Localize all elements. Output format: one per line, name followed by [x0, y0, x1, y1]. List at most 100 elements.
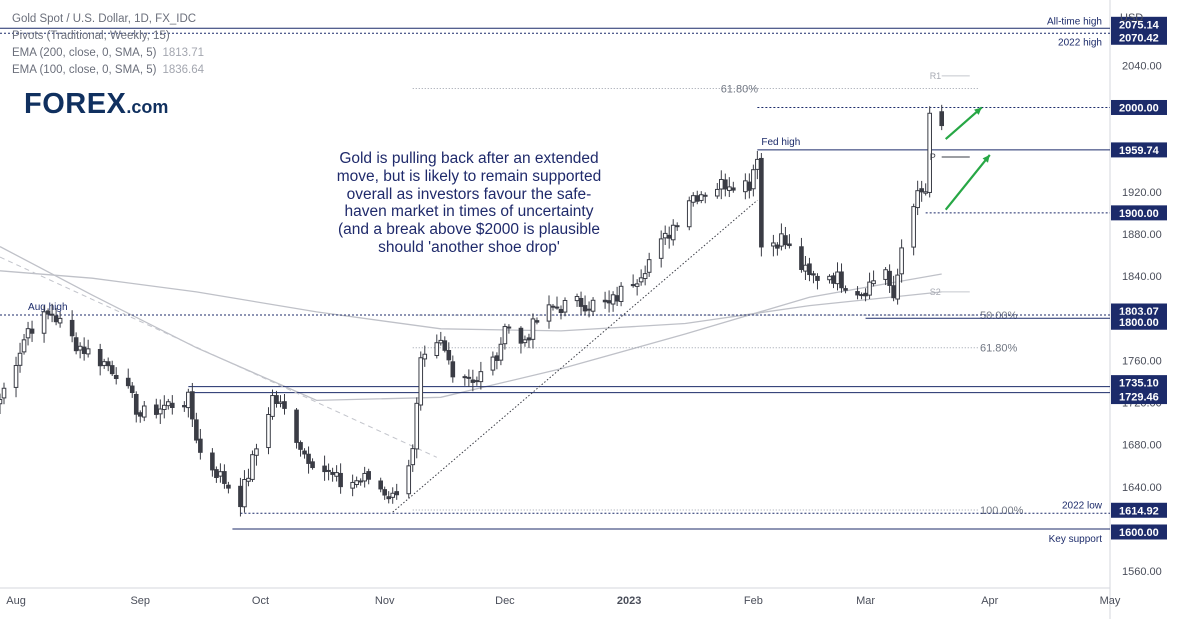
candle-body — [141, 405, 147, 418]
logo-suffix: .com — [126, 97, 169, 117]
candle-body — [0, 399, 3, 405]
candle-body — [242, 479, 247, 508]
price-tags: 2075.142070.422000.001959.741900.001803.… — [1111, 16, 1167, 540]
candle-body — [602, 299, 608, 303]
candle-body — [350, 481, 355, 489]
candle-body — [490, 356, 496, 371]
candle-body — [438, 339, 444, 344]
price-tag-box — [1111, 389, 1167, 405]
candle-body — [462, 376, 468, 379]
price-tag-box — [1111, 205, 1167, 221]
candle-body — [718, 179, 724, 190]
price-tag-label: 1800.00 — [1119, 317, 1159, 329]
fib-level-label: 100.00% — [980, 505, 1024, 517]
candle-body — [390, 492, 396, 498]
currency-label: USD — [1120, 12, 1144, 24]
candle-body — [723, 179, 728, 190]
price-tag-label: 1735.10 — [1119, 378, 1159, 390]
candle-body — [530, 318, 536, 340]
candle-body — [282, 401, 287, 409]
candle-body — [366, 471, 371, 480]
pivot-label: S2 — [930, 287, 941, 297]
candle-body — [546, 304, 552, 322]
candle-body — [57, 317, 63, 324]
price-tick-label: 1920.00 — [1122, 187, 1162, 199]
ema200-legend: EMA (200, close, 0, SMA, 5) 1813.71 — [12, 47, 204, 59]
key-level-label: All-time high — [1047, 16, 1102, 27]
ema100-line — [0, 246, 942, 402]
time-tick-label: Apr — [981, 595, 998, 607]
candle-body — [883, 269, 888, 280]
candle-body — [939, 111, 944, 127]
price-tag-label: 1600.00 — [1119, 527, 1159, 539]
candle-body — [775, 244, 780, 249]
candle-body — [610, 294, 616, 305]
candle-body — [915, 190, 920, 209]
forecast-arrow-shaft — [944, 106, 983, 140]
candle-body — [250, 454, 255, 480]
candle-body — [302, 450, 307, 455]
candle-body — [85, 348, 91, 355]
candle-body — [783, 235, 788, 246]
candle-body — [81, 346, 87, 354]
candle-body — [222, 471, 227, 484]
fib-level-label: 50.00% — [980, 310, 1018, 322]
candle-body — [670, 224, 676, 241]
price-tag-box — [1111, 375, 1167, 391]
candle-body — [923, 191, 928, 194]
candle-body — [550, 305, 556, 308]
candle-body — [194, 419, 199, 441]
candle-body — [590, 299, 596, 312]
candle-body — [266, 413, 271, 449]
price-tag-label: 1729.46 — [1119, 392, 1159, 404]
candle-body — [13, 365, 19, 388]
ema200-value: 1813.71 — [162, 47, 205, 59]
candle-body — [755, 158, 760, 170]
candle-body — [779, 233, 784, 247]
price-tag-label: 1959.74 — [1119, 145, 1160, 157]
candle-body — [630, 284, 636, 287]
candle-body — [394, 491, 400, 496]
candle-body — [578, 297, 584, 307]
candle-body — [133, 393, 139, 415]
candle-body — [442, 340, 448, 351]
price-tag-label: 2000.00 — [1119, 102, 1159, 114]
price-tag-box — [1111, 502, 1167, 518]
candle-body — [182, 405, 187, 408]
key-level-label: Fed high — [761, 137, 800, 148]
candle-body — [214, 469, 219, 479]
candle-body — [334, 472, 339, 477]
pivot-label: R1 — [930, 71, 942, 81]
price-tag-box — [1111, 524, 1167, 540]
analysis-annotation: Gold is pulling back after an extended m… — [336, 150, 602, 256]
time-tick-label: Feb — [744, 595, 763, 607]
candle-body — [274, 395, 279, 404]
candle-body — [474, 380, 480, 383]
trendlines — [0, 199, 758, 513]
price-tag-box — [1111, 99, 1167, 115]
candle-body — [378, 480, 383, 490]
time-tick-label: 2023 — [617, 595, 641, 607]
candle-body — [210, 452, 215, 471]
candle-body — [690, 195, 696, 203]
candle-body — [843, 288, 848, 291]
candle-body — [358, 480, 363, 483]
price-tag-label: 1614.92 — [1119, 505, 1159, 517]
candle-body — [759, 157, 764, 248]
candle-body — [101, 361, 107, 366]
logo-text: FOREX — [24, 88, 127, 120]
candle-body — [21, 339, 27, 353]
time-tick-label: May — [1100, 595, 1121, 607]
fibonacci-levels: 61.80% 50.00% 61.80% 100.00% — [412, 84, 1024, 517]
candle-body — [470, 379, 476, 383]
ema100-legend: EMA (100, close, 0, SMA, 5) 1836.64 — [12, 64, 204, 76]
time-axis-labels: Aug Sep Oct Nov Dec 2023 Feb Mar Apr May — [6, 595, 1121, 607]
candle-body — [113, 374, 119, 380]
candle-body — [410, 448, 416, 466]
candle-body — [41, 311, 47, 334]
candle-body — [574, 296, 580, 302]
candle-body — [494, 355, 500, 361]
candle-body — [867, 281, 872, 296]
candle-body — [137, 412, 143, 417]
candle-body — [558, 308, 564, 314]
